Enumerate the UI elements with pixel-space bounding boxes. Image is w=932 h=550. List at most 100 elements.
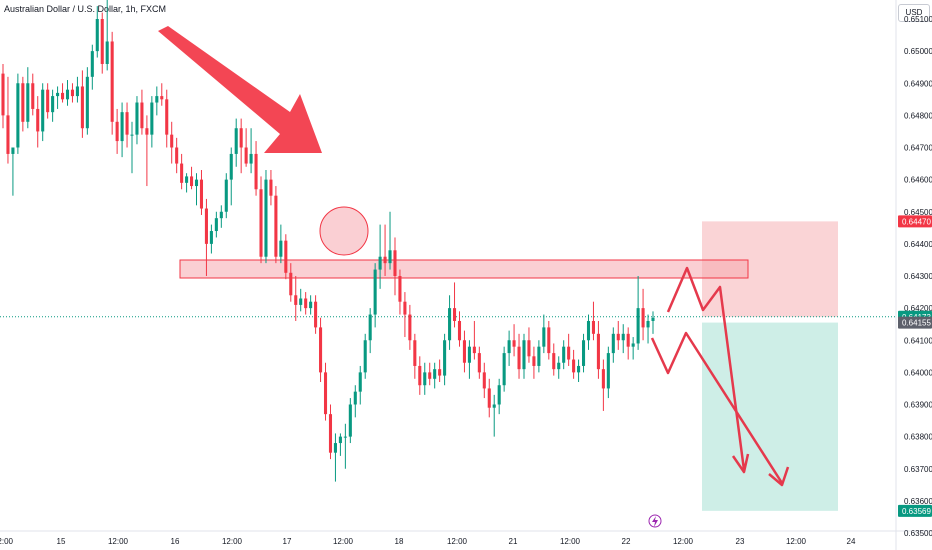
candle	[448, 295, 452, 350]
currency-selector[interactable]: USD	[898, 4, 930, 22]
candle-body	[651, 317, 655, 321]
candle	[403, 292, 407, 338]
candle-body	[641, 308, 645, 328]
lightning-icon	[652, 516, 658, 527]
candle-body	[46, 89, 50, 113]
candle-body	[596, 333, 600, 370]
candle	[1, 63, 5, 129]
x-tick-label: 21	[509, 537, 518, 546]
candle	[160, 83, 164, 106]
candle-body	[323, 372, 328, 415]
y-tick-label: 0.65000	[904, 47, 932, 56]
candle-body	[80, 86, 84, 129]
candle	[6, 76, 10, 164]
candle-body	[70, 89, 75, 97]
candle	[194, 173, 199, 206]
candle	[532, 346, 536, 379]
candle	[135, 96, 139, 145]
candle	[443, 333, 447, 386]
y-tick-label: 0.64100	[904, 336, 932, 345]
candle	[457, 311, 462, 347]
take-profit-zone	[702, 322, 838, 511]
y-tick-label: 0.64500	[904, 208, 932, 217]
chart-title: Australian Dollar / U.S. Dollar, 1h, FXC…	[4, 4, 167, 14]
candle	[274, 186, 278, 264]
candle-body	[418, 365, 422, 386]
candle-body	[373, 269, 377, 315]
candle	[105, 0, 109, 71]
candle	[398, 269, 402, 315]
x-tick-label: 24	[847, 537, 856, 546]
candle-body	[61, 92, 65, 100]
candle	[497, 378, 501, 415]
candle-body	[85, 76, 89, 129]
candle	[309, 295, 313, 315]
candle-body	[65, 89, 70, 100]
candle	[577, 359, 581, 383]
candle-body	[249, 153, 253, 164]
candle-body	[477, 353, 481, 373]
candle-body	[328, 414, 333, 453]
candle	[269, 169, 273, 206]
candle-body	[482, 372, 486, 389]
candle-body	[175, 147, 179, 164]
candle	[224, 173, 228, 219]
y-tick-label: 0.63600	[904, 497, 932, 506]
candle-body	[492, 404, 496, 408]
candle-body	[269, 179, 273, 196]
candle	[542, 314, 546, 354]
candle-body	[631, 343, 635, 347]
candle-body	[234, 128, 238, 154]
candle-body	[472, 346, 476, 354]
candle-body	[264, 179, 268, 257]
x-tick-label: 16	[171, 537, 180, 546]
price-tag-label: 0.64470	[902, 217, 931, 226]
candle	[472, 320, 476, 360]
candle-body	[586, 320, 591, 341]
x-tick-label: 12:00	[108, 537, 129, 546]
candle-body	[21, 83, 25, 122]
candle	[477, 346, 481, 379]
candle	[438, 359, 442, 383]
candle-body	[11, 147, 15, 154]
candle	[115, 108, 119, 154]
candle-body	[289, 272, 293, 296]
candles	[1, 0, 655, 482]
candle	[651, 311, 655, 334]
price-tag-label: 0.64155	[902, 319, 931, 328]
candle-body	[636, 308, 640, 344]
candle	[190, 166, 194, 190]
candle	[606, 346, 610, 399]
candle	[100, 12, 104, 74]
candle-body	[31, 83, 35, 109]
projection-arrowhead-upper	[731, 453, 750, 474]
candle-body	[120, 112, 124, 142]
candle	[70, 83, 75, 103]
candle-body	[383, 256, 387, 264]
candle	[358, 365, 362, 405]
candle	[433, 362, 437, 389]
candle-body	[140, 102, 144, 129]
projection-path-upper	[666, 266, 746, 471]
candle	[492, 394, 496, 437]
candle	[487, 378, 491, 418]
candle-body	[611, 333, 615, 354]
candle	[125, 102, 129, 148]
candle-body	[343, 436, 347, 438]
candle-body	[209, 231, 213, 244]
candle-body	[229, 153, 233, 180]
candle	[249, 128, 253, 174]
x-tick-label: 18	[395, 537, 404, 546]
price-tag	[898, 316, 932, 329]
candle-body	[135, 102, 139, 135]
candle	[80, 70, 84, 138]
candle	[462, 330, 466, 373]
candle	[562, 340, 566, 370]
candle-body	[606, 353, 610, 389]
candle	[294, 276, 298, 321]
candle-body	[547, 327, 551, 354]
candle-body	[527, 340, 531, 357]
candle	[482, 362, 486, 399]
